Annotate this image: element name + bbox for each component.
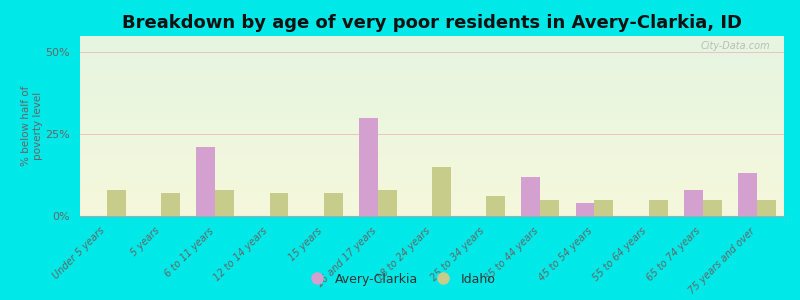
Bar (575, 203, 594, 216)
Bar (378, 190, 397, 216)
Bar (522, 177, 540, 216)
Bar (594, 200, 614, 216)
Bar (270, 193, 289, 216)
Bar (486, 196, 505, 216)
Bar (197, 147, 215, 216)
Bar (432, 167, 451, 216)
Bar (359, 118, 378, 216)
Y-axis label: % below half of
poverty level: % below half of poverty level (21, 86, 42, 166)
Bar (738, 173, 757, 216)
Bar (649, 200, 667, 216)
Bar (162, 193, 180, 216)
Legend: Avery-Clarkia, Idaho: Avery-Clarkia, Idaho (300, 268, 500, 291)
Bar (215, 190, 234, 216)
Bar (757, 200, 776, 216)
Bar (107, 190, 126, 216)
Bar (702, 200, 722, 216)
Title: Breakdown by age of very poor residents in Avery-Clarkia, ID: Breakdown by age of very poor residents … (122, 14, 742, 32)
Bar (540, 200, 559, 216)
Text: City-Data.com: City-Data.com (700, 41, 770, 51)
Bar (684, 190, 702, 216)
Bar (324, 193, 342, 216)
